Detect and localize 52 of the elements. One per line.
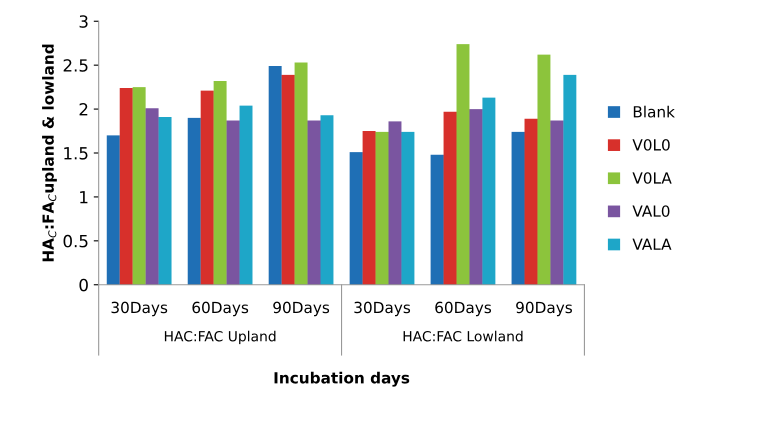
x-tick-label: 90Days [516,302,572,316]
bar [469,109,482,285]
bar [120,88,133,285]
bar [146,108,159,285]
bar [268,66,282,285]
x-tick-label: 60Days [435,302,492,316]
bar [401,132,414,285]
bar [537,54,550,285]
legend-label: V0LA [632,172,672,184]
bar [200,90,214,285]
bar [320,115,334,285]
x-tick-label: 30Days [354,302,410,316]
x-tick-label: 90Days [273,302,330,316]
bar [282,74,295,285]
x-tick-label: 60Days [192,302,248,316]
bar [362,131,376,285]
bar [456,44,470,285]
bar [512,132,525,285]
y-tick-label: 1.5 [64,147,88,160]
y-axis-title: HA$_{C}$:FA$_{C}$upland & lowland [42,44,57,262]
x-tick-label: 30Days [112,302,168,316]
bar [444,112,457,285]
x-axis-title: Incubation days [274,372,410,387]
bar [430,154,444,285]
text: HAC:FAC Upland [164,330,276,344]
bar [308,120,320,285]
y-tick-label: 2.5 [64,59,88,72]
bar [388,121,402,285]
bar [240,106,252,285]
y-tick-label: 0.5 [64,234,88,248]
bar [106,135,120,285]
y-tick-label: 1 [80,191,88,204]
legend-label: Blank [634,106,675,118]
bar [524,118,538,285]
bar [132,87,146,285]
legend-label: VAL0 [632,205,670,217]
y-tick-label: 0 [79,278,88,292]
bar [188,118,201,285]
bar [214,80,227,285]
y-tick-label: 3 [80,15,88,28]
bar [563,74,576,285]
legend-label: V0L0 [632,139,670,151]
legend-label: VALA [632,238,672,250]
bar [350,152,363,285]
bar [294,62,308,285]
bar [482,98,496,285]
bar [376,132,389,285]
y-tick-label: 2 [80,103,88,116]
text: HAC:FAC Lowland [404,330,522,342]
bar [550,120,564,285]
bar [226,120,240,285]
bar [158,116,172,285]
